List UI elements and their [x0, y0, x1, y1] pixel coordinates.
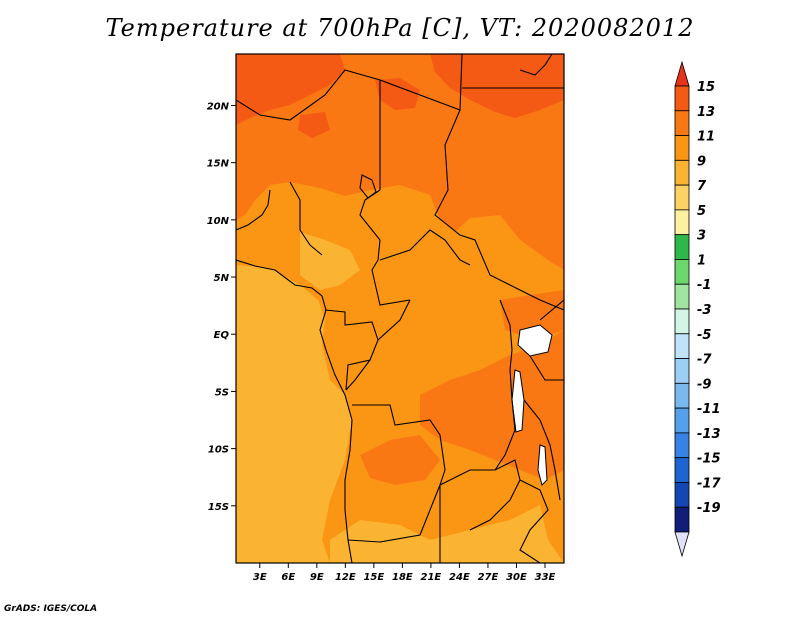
border-angola: [352, 404, 446, 486]
lat-tick-label: 15S: [208, 502, 229, 513]
colorbar-swatch: [674, 432, 690, 459]
colorbar-bottom-arrow: [674, 531, 690, 558]
lat-tick-label: 5S: [215, 387, 229, 398]
temperature-band-11-13-angola: [360, 435, 440, 485]
lon-tick-label: 30E: [506, 572, 527, 583]
colorbar-swatch: [674, 259, 690, 285]
lon-tick-label: 15E: [363, 572, 384, 583]
lake-chad-outline: [359, 174, 377, 199]
temperature-band-7-9-central: [300, 232, 360, 290]
border-nigeria: [236, 181, 323, 256]
border-namibia: [347, 484, 441, 563]
borders: [236, 54, 564, 563]
lon-tick-label: 3E: [253, 572, 267, 583]
colorbar-label: 11: [697, 130, 715, 145]
lon-tick-label: 27E: [478, 572, 499, 583]
colorbar-swatch: [674, 482, 690, 508]
colorbar-label: -17: [697, 476, 721, 491]
colorbar: 15 13 11 9 7 5 3 1 -1 -3 -5 -7 -9 -11 -13 -15 -17 -19: [674, 60, 721, 558]
border-mozambique: [519, 479, 549, 563]
lat-tick-label: 10N: [207, 216, 230, 227]
colorbar-swatch: [674, 457, 690, 483]
colorbar-label: 7: [697, 179, 707, 194]
colorbar-label: -7: [697, 353, 712, 368]
border-niger-chad: [359, 189, 411, 306]
colorbar-swatch: [674, 382, 690, 409]
lat-tick-label: 20N: [207, 101, 230, 112]
temperature-band-13-15-center: [375, 78, 420, 110]
temperature-band-13-15-west: [298, 112, 330, 138]
border-east-africa: [519, 289, 564, 501]
border-sudan: [434, 109, 521, 291]
border-congo-drc: [345, 299, 411, 391]
colorbar-label: -13: [697, 427, 721, 442]
lon-tick-label: 12E: [335, 572, 356, 583]
colorbar-swatch: [674, 308, 690, 335]
colorbar-swatch: [674, 358, 690, 384]
border-zambia: [439, 459, 521, 531]
colorbar-label: -11: [697, 402, 721, 417]
lat-tick-label: 5N: [214, 273, 230, 284]
map-frame: [235, 53, 565, 564]
colorbar-label: 1: [697, 253, 706, 268]
colorbar-label: -5: [697, 328, 711, 343]
lon-tick-label: 6E: [281, 572, 295, 583]
colorbar-top-arrow: [674, 60, 690, 87]
colorbar-swatch: [674, 333, 690, 359]
lon-tick-label: 18E: [392, 572, 413, 583]
colorbar-swatch: [674, 135, 690, 161]
colorbar-label: -3: [697, 303, 711, 318]
colorbar-swatch: [674, 110, 690, 136]
colorbar-label: 5: [697, 204, 706, 219]
colorbar-label: 9: [697, 154, 706, 169]
lat-tick-label: 15N: [207, 159, 230, 170]
colorbar-swatch: [674, 234, 690, 260]
temperature-band-11-13-south: [420, 330, 564, 480]
colorbar-label: 15: [697, 80, 715, 95]
temperature-band-11-13-north: [236, 54, 564, 270]
colorbar-swatch: [674, 159, 690, 186]
chart-title: Temperature at 700hPa [C], VT: 202008201…: [105, 14, 695, 42]
temperature-band-7-9-coast: [330, 505, 564, 563]
lakes: [511, 324, 553, 486]
temperature-field: [236, 54, 564, 563]
coastline-red-sea: [519, 54, 553, 76]
colorbar-swatch: [674, 209, 690, 236]
border-car: [379, 229, 471, 266]
coastline-west: [236, 259, 353, 563]
lon-tick-label: 21E: [421, 572, 442, 583]
colorbar-label: -1: [697, 278, 711, 293]
longitude-axis: 3E 6E 9E 12E 15E 18E 21E 24E 27E 30E 33E: [253, 563, 556, 583]
border-drc-east: [494, 299, 516, 471]
colorbar-label: -9: [697, 377, 711, 392]
lon-tick-label: 24E: [449, 572, 470, 583]
grads-credit: GrADS: IGES/COLA: [4, 604, 98, 614]
colorbar-label: 3: [697, 229, 706, 244]
temperature-band-11-13-east: [500, 290, 564, 340]
colorbar-swatch: [674, 283, 690, 310]
lon-tick-label: 33E: [535, 572, 556, 583]
border-cameroon-gabon: [324, 309, 379, 391]
lon-tick-label: 9E: [310, 572, 324, 583]
colorbar-swatch: [674, 407, 690, 434]
colorbar-swatch: [674, 184, 690, 211]
temperature-band-13-15-ne: [430, 54, 564, 118]
latitude-axis: 20N 15N 10N 5N EQ 5S 10S 15S: [207, 101, 236, 513]
lake-victoria: [517, 324, 553, 357]
lat-tick-label: 10S: [208, 445, 229, 456]
colorbar-label: -15: [697, 452, 721, 467]
colorbar-swatch: [674, 85, 690, 112]
colorbar-swatch: [674, 506, 690, 533]
temperature-band-13-15-nw: [236, 54, 345, 125]
colorbar-label: -19: [697, 501, 721, 516]
lat-tick-label: EQ: [214, 330, 230, 341]
colorbar-label: 13: [697, 105, 715, 120]
temperature-band-7-9-west: [236, 265, 352, 563]
lake-malawi: [537, 444, 548, 486]
